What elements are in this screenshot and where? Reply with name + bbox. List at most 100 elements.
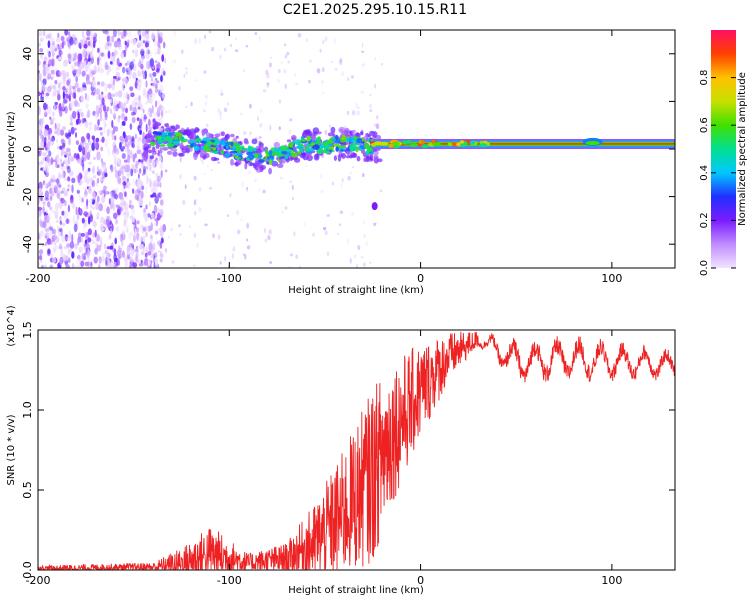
noise-speckle bbox=[60, 190, 64, 194]
band-blob bbox=[447, 142, 453, 147]
noise-speckle bbox=[127, 154, 131, 164]
noise-speckle bbox=[96, 95, 99, 100]
noise-speckle bbox=[89, 50, 93, 59]
noise-speckle bbox=[381, 62, 384, 66]
noise-speckle bbox=[159, 208, 164, 216]
noise-speckle bbox=[133, 38, 137, 45]
noise-speckle bbox=[100, 68, 104, 74]
noise-speckle bbox=[110, 166, 115, 172]
noise-speckle bbox=[55, 155, 60, 164]
noise-speckle bbox=[134, 133, 137, 139]
noise-speckle bbox=[100, 158, 103, 164]
snr-scale-label: (x10^4) bbox=[6, 305, 17, 346]
band-blob bbox=[392, 141, 400, 146]
noise-speckle bbox=[64, 158, 68, 165]
signal-core bbox=[155, 131, 162, 136]
noise-speckle bbox=[136, 187, 142, 194]
noise-speckle bbox=[193, 199, 197, 206]
noise-speckle bbox=[138, 95, 141, 102]
noise-speckle bbox=[84, 205, 87, 210]
noise-speckle bbox=[47, 212, 51, 221]
noise-speckle bbox=[95, 141, 100, 151]
noise-speckle bbox=[99, 117, 103, 122]
noise-speckle bbox=[52, 234, 58, 241]
signal-core bbox=[364, 143, 370, 149]
noise-speckle bbox=[193, 175, 197, 181]
signal-core bbox=[273, 151, 280, 156]
noise-speckle bbox=[114, 261, 117, 266]
noise-speckle bbox=[51, 70, 55, 75]
noise-speckle bbox=[82, 87, 87, 92]
noise-speckle bbox=[119, 167, 123, 173]
noise-speckle bbox=[66, 79, 70, 87]
signal-halo bbox=[193, 153, 198, 161]
noise-speckle bbox=[84, 221, 88, 227]
noise-speckle bbox=[131, 116, 136, 124]
noise-speckle bbox=[75, 258, 80, 265]
signal-core bbox=[247, 145, 251, 151]
noise-speckle bbox=[373, 123, 377, 127]
band-blob bbox=[388, 143, 394, 148]
noise-speckle bbox=[137, 83, 141, 91]
signal-core bbox=[332, 143, 339, 147]
noise-speckle bbox=[104, 83, 108, 92]
noise-speckle bbox=[124, 164, 129, 173]
noise-speckle bbox=[321, 91, 325, 94]
signal-halo bbox=[244, 140, 250, 145]
signal-halo bbox=[199, 150, 207, 157]
noise-speckle bbox=[38, 249, 44, 255]
noise-speckle bbox=[134, 101, 138, 107]
noise-speckle bbox=[38, 59, 41, 67]
noise-speckle bbox=[83, 211, 88, 217]
noise-speckle bbox=[148, 201, 152, 207]
noise-speckle bbox=[96, 244, 102, 252]
noise-speckle bbox=[111, 35, 115, 43]
noise-speckle bbox=[219, 114, 222, 121]
noise-speckle bbox=[65, 88, 68, 94]
noise-speckle bbox=[217, 234, 221, 240]
noise-speckle bbox=[269, 261, 272, 264]
noise-speckle bbox=[141, 30, 147, 37]
noise-speckle bbox=[341, 71, 344, 76]
noise-speckle bbox=[60, 248, 64, 258]
noise-speckle bbox=[73, 152, 77, 159]
noise-speckle bbox=[130, 256, 134, 263]
noise-speckle bbox=[106, 92, 111, 100]
noise-speckle bbox=[134, 248, 139, 253]
noise-speckle bbox=[103, 104, 107, 112]
signal-core bbox=[304, 149, 310, 152]
noise-speckle bbox=[268, 229, 271, 235]
signal-core bbox=[341, 134, 346, 141]
noise-speckle bbox=[51, 209, 55, 213]
noise-speckle bbox=[64, 132, 69, 138]
noise-speckle bbox=[105, 215, 109, 220]
signal-core bbox=[202, 137, 210, 143]
noise-speckle bbox=[67, 204, 70, 213]
noise-speckle bbox=[126, 227, 129, 233]
noise-speckle bbox=[140, 57, 144, 64]
noise-speckle bbox=[208, 187, 213, 190]
noise-speckle bbox=[287, 60, 291, 64]
noise-speckle bbox=[128, 231, 132, 240]
noise-speckle bbox=[102, 186, 108, 190]
signal-halo bbox=[145, 133, 153, 138]
noise-speckle bbox=[154, 60, 158, 63]
noise-speckle bbox=[67, 257, 71, 263]
signal-core bbox=[182, 138, 188, 142]
noise-speckle bbox=[62, 254, 67, 262]
noise-speckle bbox=[324, 230, 328, 235]
noise-speckle bbox=[114, 158, 117, 166]
noise-speckle bbox=[40, 122, 43, 130]
noise-speckle bbox=[79, 141, 84, 148]
signal-core bbox=[252, 147, 257, 152]
noise-speckle bbox=[75, 206, 78, 216]
noise-speckle bbox=[85, 92, 87, 100]
signal-halo bbox=[185, 148, 190, 154]
noise-speckle bbox=[157, 180, 160, 184]
noise-speckle bbox=[71, 233, 74, 243]
noise-speckle bbox=[95, 110, 98, 115]
signal-halo bbox=[288, 157, 293, 161]
noise-speckle bbox=[159, 37, 163, 44]
noise-speckle bbox=[40, 161, 44, 165]
noise-speckle bbox=[269, 62, 272, 68]
